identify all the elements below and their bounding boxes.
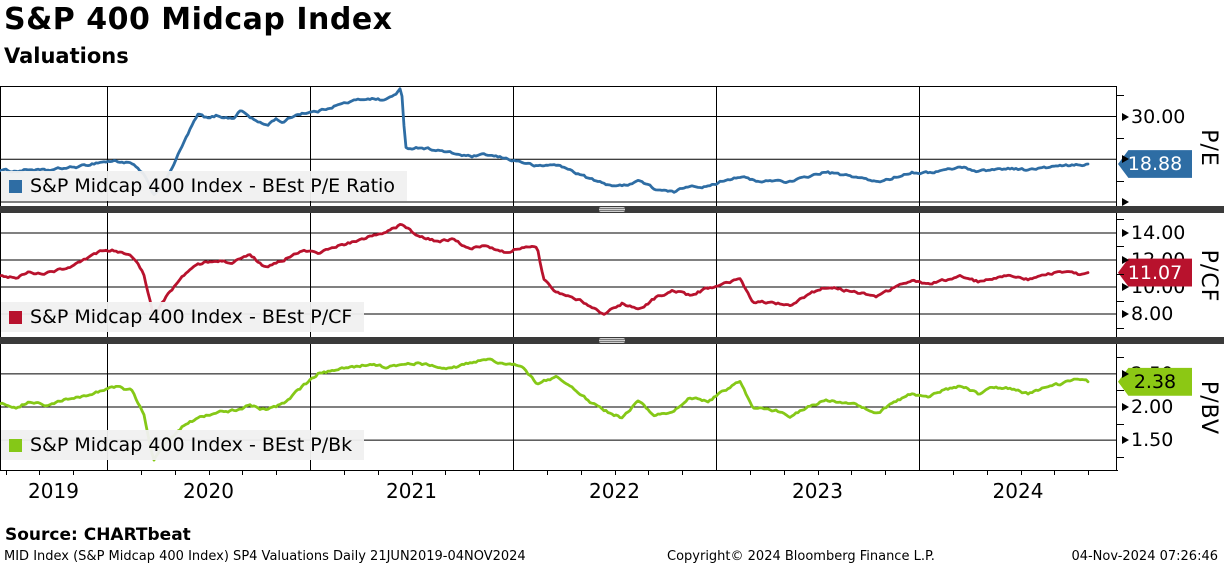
y-tick-minor	[1117, 246, 1124, 248]
legend-pe-label: S&P Midcap 400 Index - BEst P/E Ratio	[30, 175, 395, 197]
x-tick-minor	[1088, 470, 1090, 475]
x-tick-minor	[39, 470, 41, 475]
pbv-series-swatch-icon	[9, 438, 22, 452]
x-tick-minor	[749, 470, 751, 475]
footer-copyright: Copyright© 2024 Bloomberg Finance L.P.	[667, 549, 935, 564]
y-tick-label: 14.00	[1131, 221, 1186, 244]
panel-divider-2	[0, 337, 1224, 344]
panel-resize-grip-1[interactable]	[599, 207, 625, 212]
pe-last-value-badge: 18.88	[1118, 150, 1192, 178]
y-tick-minor	[1117, 137, 1124, 139]
y-tick-minor	[1117, 357, 1124, 359]
x-tick-minor	[580, 470, 582, 475]
x-tick-minor	[783, 470, 785, 475]
panel-resize-grip-2[interactable]	[599, 338, 625, 343]
legend-pbv-label: S&P Midcap 400 Index - BEst P/Bk	[30, 434, 353, 456]
x-axis-line	[0, 470, 1118, 471]
footer-timestamp: 04-Nov-2024 07:26:46	[1071, 549, 1218, 564]
x-axis-year-label: 2020	[183, 479, 234, 503]
y-tick-minor	[1117, 456, 1124, 458]
x-tick-minor	[682, 470, 684, 475]
pbv-axis-title: P/BV	[1196, 380, 1221, 436]
source-label: Source: CHARTbeat	[5, 525, 191, 545]
y-tick-arrow-icon	[1122, 283, 1129, 292]
x-tick-minor	[952, 470, 954, 475]
x-axis-year-label: 2019	[28, 479, 79, 503]
x-tick-minor	[276, 470, 278, 475]
legend-pe[interactable]: S&P Midcap 400 Index - BEst P/E Ratio	[1, 171, 407, 201]
pbv-last-value-badge: 2.38	[1118, 367, 1192, 396]
y-tick-minor	[1117, 300, 1124, 302]
y-tick-arrow-icon	[1122, 403, 1129, 411]
y-tick-arrow-icon	[1122, 155, 1129, 164]
y-tick-arrow-icon	[1122, 369, 1129, 378]
y-tick-label: 1.50	[1131, 429, 1174, 452]
x-tick-minor	[851, 470, 853, 475]
page-subtitle: Valuations	[4, 44, 129, 68]
y-tick-label: 30.00	[1131, 105, 1186, 128]
x-tick-minor	[648, 470, 650, 475]
x-tick-minor	[614, 470, 616, 475]
x-tick-minor	[445, 470, 447, 475]
x-tick-minor	[377, 470, 379, 475]
pcf-axis-title: P/CF	[1196, 249, 1221, 303]
x-tick-minor	[986, 470, 988, 475]
y-tick-label: 2.00	[1131, 396, 1174, 418]
y-tick-minor	[1117, 390, 1124, 392]
x-tick-minor	[242, 470, 244, 475]
x-tick-minor	[411, 470, 413, 475]
panel-divider-1	[0, 206, 1224, 213]
y-tick-minor	[1117, 273, 1124, 275]
x-tick-minor	[174, 470, 176, 475]
x-tick-minor	[1054, 470, 1056, 475]
x-tick-minor	[479, 470, 481, 475]
x-tick-minor	[343, 470, 345, 475]
y-tick-minor	[1117, 327, 1124, 329]
x-tick-minor	[5, 470, 7, 475]
y-tick-arrow-icon	[1122, 112, 1129, 121]
x-axis-year-label: 2023	[792, 479, 843, 503]
pe-panel-plot	[0, 86, 1117, 206]
y-tick-minor	[1117, 180, 1124, 182]
y-tick-minor	[1117, 423, 1124, 425]
y-tick-arrow-icon	[1122, 197, 1129, 206]
pcf-series-swatch-icon	[9, 310, 22, 324]
y-tick-label: 8.00	[1131, 303, 1174, 326]
x-tick-minor	[817, 470, 819, 475]
legend-pcf[interactable]: S&P Midcap 400 Index - BEst P/CF	[1, 302, 365, 332]
y-tick-arrow-icon	[1122, 256, 1129, 264]
legend-pbv[interactable]: S&P Midcap 400 Index - BEst P/Bk	[1, 430, 365, 460]
page-title: S&P 400 Midcap Index	[4, 2, 393, 37]
y-tick-arrow-icon	[1122, 228, 1129, 237]
pe-series-swatch-icon	[9, 179, 22, 193]
x-tick-minor	[140, 470, 142, 475]
pe-axis-title: P/E	[1196, 129, 1221, 167]
x-tick-minor	[1020, 470, 1022, 475]
x-tick-minor	[546, 470, 548, 475]
pcf-last-value-badge: 11.07	[1118, 258, 1192, 287]
y-tick-minor	[1117, 95, 1124, 97]
x-tick-minor	[73, 470, 75, 475]
legend-pcf-label: S&P Midcap 400 Index - BEst P/CF	[30, 306, 353, 328]
y-tick-minor	[1117, 219, 1124, 221]
x-axis-year-label: 2022	[589, 479, 640, 503]
y-tick-arrow-icon	[1122, 310, 1129, 319]
y-tick-arrow-icon	[1122, 436, 1129, 445]
x-axis-year-label: 2021	[386, 479, 437, 503]
x-axis-year-label: 2024	[992, 479, 1044, 503]
x-tick-minor	[885, 470, 887, 475]
footer-index-description: MID Index (S&P Midcap 400 Index) SP4 Val…	[4, 549, 526, 564]
x-tick-minor	[208, 470, 210, 475]
